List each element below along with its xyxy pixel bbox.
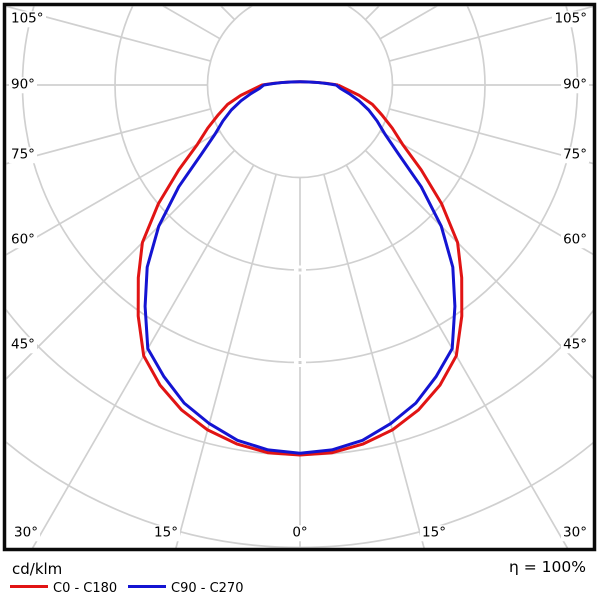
grid-radial-line	[389, 6, 593, 62]
legend-item-c0-c180: C0 - C180	[10, 577, 118, 596]
grid-radial-line	[364, 149, 593, 380]
grid-radial-line	[379, 130, 593, 256]
grid-radial-line	[323, 174, 425, 548]
legend-item-c90-c270: C90 - C270	[128, 577, 244, 596]
angle-label-bottom-30L: 30°	[12, 524, 40, 541]
angle-label-right-105: 105°	[552, 10, 589, 27]
angle-label-left-105: 105°	[9, 10, 46, 27]
angle-label-right-60: 60°	[561, 231, 589, 248]
plot-border	[2, 2, 597, 552]
grid-ring	[206, 6, 394, 179]
grid-radial-line	[6, 108, 211, 165]
grid-radial-line	[175, 174, 277, 548]
angle-label-left-45: 45°	[9, 336, 37, 353]
angle-label-bottom-15L: 15°	[152, 524, 180, 541]
efficiency-label: η = 100%	[509, 558, 586, 576]
angle-label-right-90: 90°	[561, 76, 589, 93]
legend-swatch-red	[10, 585, 48, 588]
legend-label-c0-c180: C0 - C180	[53, 581, 118, 596]
legend-label-c90-c270: C90 - C270	[171, 581, 244, 596]
angle-label-bottom-30R: 30°	[561, 524, 589, 541]
ring-label-dot	[298, 268, 302, 272]
grid-radial-line	[6, 149, 236, 380]
curve-c90-c270	[143, 80, 457, 455]
ring-label-dot	[298, 361, 302, 364]
grid-radial-line	[389, 108, 593, 165]
angle-label-right-45: 45°	[561, 336, 589, 353]
angle-label-right-75: 75°	[561, 146, 589, 163]
grid-radial-line	[6, 6, 211, 62]
legend-swatch-blue	[128, 585, 166, 588]
angle-label-left-60: 60°	[9, 231, 37, 248]
grid-radial-line	[31, 164, 255, 548]
grid-radial-line	[6, 130, 221, 256]
unit-label: cd/klm	[12, 560, 63, 578]
angle-label-left-75: 75°	[9, 146, 37, 163]
legend: cd/klm η = 100% C0 - C180 C90 - C270	[0, 552, 600, 600]
angle-label-bottom-15R: 15°	[420, 524, 448, 541]
grid-radial-line	[345, 164, 569, 548]
angle-label-left-90: 90°	[9, 76, 37, 93]
angle-label-bottom-0: 0°	[290, 524, 310, 541]
